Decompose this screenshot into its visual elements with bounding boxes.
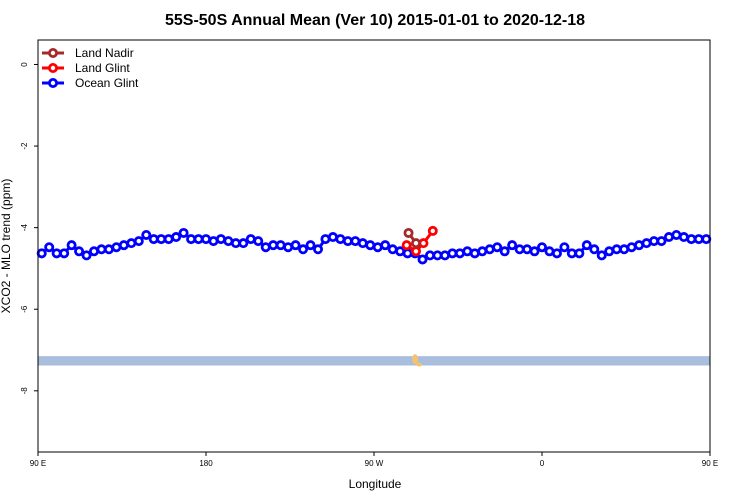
background-band-layer (38, 354, 710, 367)
band-spot (416, 362, 423, 367)
series-ocean-glint (36, 227, 712, 265)
data-point-ocean-glint (74, 246, 85, 257)
x-tick-label: 90 E (702, 459, 718, 468)
series-land-glint (401, 225, 438, 257)
data-point-ocean-glint (380, 240, 391, 251)
data-point-ocean-glint (298, 244, 309, 255)
data-point-land-glint (401, 240, 412, 251)
y-tick-label: -2 (20, 142, 29, 150)
data-point-ocean-glint (701, 234, 712, 245)
series-line-land-glint (405, 229, 434, 254)
data-point-ocean-glint (36, 248, 47, 259)
y-tick-label: -6 (20, 305, 29, 313)
data-point-ocean-glint (305, 240, 316, 251)
legend-label: Land Glint (75, 61, 130, 75)
legend-entry-ocean-glint: Ocean Glint (42, 76, 139, 90)
data-point-ocean-glint (551, 248, 562, 259)
x-axis: 90 E 180 90 W 0 90 E (30, 452, 718, 468)
series-land-nadir (403, 227, 421, 249)
y-axis-label: XCO2 - MLO trend (ppm) (0, 179, 13, 314)
data-point-ocean-glint (171, 232, 182, 243)
data-point-ocean-glint (178, 227, 189, 238)
data-point-land-nadir (410, 238, 421, 249)
data-point-ocean-glint (529, 246, 540, 257)
y-tick-label: -4 (20, 224, 29, 232)
legend-marker (48, 48, 59, 59)
data-point-ocean-glint (253, 236, 264, 247)
x-axis-label: Longitude (349, 477, 402, 491)
data-point-ocean-glint (417, 254, 428, 265)
data-point-ocean-glint (44, 242, 55, 253)
data-point-ocean-glint (238, 238, 249, 249)
x-tick-label: 0 (540, 459, 545, 468)
data-point-land-glint (410, 246, 421, 257)
chart-title: 55S-50S Annual Mean (Ver 10) 2015-01-01 … (165, 12, 585, 29)
data-point-land-nadir (403, 227, 414, 238)
data-point-ocean-glint (492, 242, 503, 253)
legend-marker (48, 63, 59, 74)
data-point-ocean-glint (499, 246, 510, 257)
x-tick-label: 90 W (365, 459, 384, 468)
y-tick-label: -8 (20, 387, 29, 395)
data-point-ocean-glint (133, 236, 144, 247)
data-point-ocean-glint (141, 229, 152, 240)
legend-entry-land-glint: Land Glint (42, 61, 130, 75)
data-point-ocean-glint (596, 250, 607, 261)
legend-entry-land-nadir: Land Nadir (42, 46, 134, 60)
data-point-ocean-glint (507, 240, 518, 251)
data-point-ocean-glint (574, 248, 585, 259)
data-point-ocean-glint (656, 236, 667, 247)
legend-marker (48, 78, 59, 89)
legend-label: Ocean Glint (75, 76, 139, 90)
data-point-ocean-glint (537, 242, 548, 253)
y-tick-label: 0 (20, 62, 29, 67)
background-band (38, 356, 710, 366)
data-point-ocean-glint (59, 248, 70, 259)
data-point-ocean-glint (290, 240, 301, 251)
data-point-ocean-glint (66, 240, 77, 251)
series-layer (36, 225, 712, 265)
legend-label: Land Nadir (75, 46, 134, 60)
data-point-ocean-glint (559, 242, 570, 253)
y-axis: 0 -2 -4 -6 -8 (20, 62, 38, 395)
data-point-ocean-glint (589, 244, 600, 255)
x-tick-label: 180 (199, 459, 213, 468)
x-tick-label: 90 E (30, 459, 46, 468)
band-spot (412, 354, 419, 365)
data-point-ocean-glint (81, 250, 92, 261)
data-point-ocean-glint (312, 244, 323, 255)
data-point-ocean-glint (581, 240, 592, 251)
data-point-land-glint (427, 225, 438, 236)
